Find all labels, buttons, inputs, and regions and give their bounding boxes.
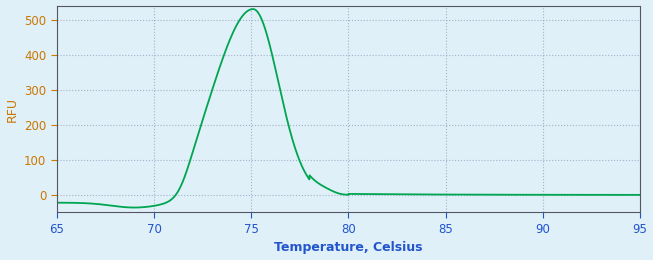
X-axis label: Temperature, Celsius: Temperature, Celsius	[274, 242, 422, 255]
Y-axis label: RFU: RFU	[6, 96, 18, 121]
